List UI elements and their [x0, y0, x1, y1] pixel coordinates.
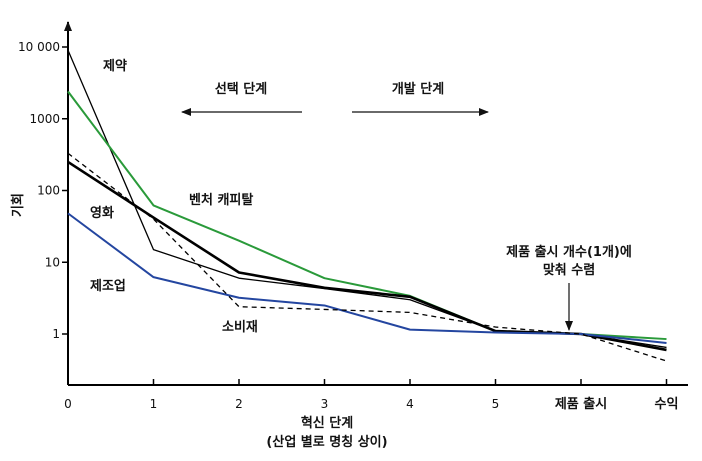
- x-tick-label: 수익: [655, 396, 679, 412]
- development-phase-label: 개발 단계: [392, 81, 444, 97]
- series-label: 제약: [103, 58, 127, 74]
- x-tick-label: 4: [406, 397, 414, 411]
- x-tick-label: 0: [64, 397, 72, 411]
- phase-annotations: 선택 단계 개발 단계 제품 출시 개수(1개)에 맞춰 수렴: [181, 81, 632, 331]
- y-tick-label: 100: [37, 184, 60, 198]
- y-tick-label: 10 000: [18, 40, 60, 54]
- x-tick-label: 5: [492, 397, 500, 411]
- x-tick-label: 1: [150, 397, 158, 411]
- y-tick-label: 10: [45, 255, 60, 269]
- series-line: [67, 152, 667, 362]
- y-ticks: 1 10 100 1000 10 000: [18, 40, 68, 341]
- converge-note-line2: 맞춰 수렴: [543, 263, 595, 278]
- series-label: 소비재: [222, 320, 258, 335]
- series-line: [67, 212, 667, 344]
- series-label: 벤처 캐피탈: [189, 192, 253, 208]
- x-tick-label: 3: [321, 397, 329, 411]
- series-label: 영화: [90, 205, 114, 221]
- series-line: [67, 50, 667, 349]
- y-tick-label: 1: [52, 327, 60, 341]
- selection-phase-label: 선택 단계: [215, 81, 267, 97]
- x-tick-label: 2: [235, 397, 243, 411]
- series-layer: [67, 50, 667, 362]
- y-axis-title: 기회: [10, 193, 26, 217]
- x-axis-title: 혁신 단계: [301, 415, 353, 431]
- y-tick-label: 1000: [29, 112, 60, 126]
- x-tick-label: 제품 출시: [555, 396, 607, 412]
- series-label: 제조업: [90, 279, 126, 294]
- axes: [64, 21, 688, 386]
- x-axis-subtitle: (산업 별로 명칭 상이): [266, 434, 387, 450]
- converge-note-line1: 제품 출시 개수(1개)에: [506, 244, 632, 260]
- series-line: [67, 90, 667, 341]
- x-ticks: 0 1 2 3 4 5 제품 출시 수익: [64, 379, 678, 412]
